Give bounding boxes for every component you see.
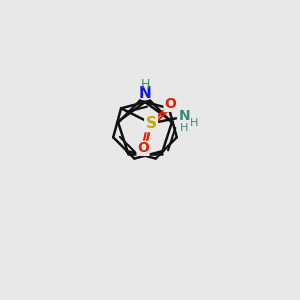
Text: H: H <box>140 77 150 91</box>
Text: H: H <box>190 118 198 128</box>
Text: N: N <box>139 86 152 101</box>
Text: H: H <box>180 123 188 133</box>
Text: O: O <box>164 97 176 111</box>
Text: N: N <box>178 109 190 123</box>
Text: S: S <box>146 116 157 131</box>
Text: O: O <box>137 141 149 155</box>
